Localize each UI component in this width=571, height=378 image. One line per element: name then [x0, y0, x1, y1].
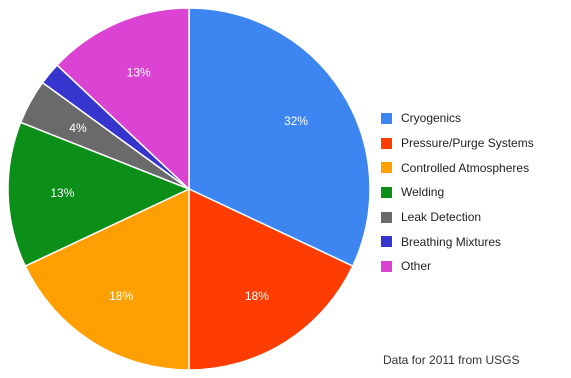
slice-value-label: 18% — [245, 289, 269, 303]
pie-slice-pressure-purge-systems — [188, 187, 354, 371]
legend-swatch — [381, 186, 392, 198]
legend-label: Breathing Mixtures — [401, 234, 502, 249]
legend-label: Pressure/Purge Systems — [401, 136, 534, 151]
legend-item-pressure-purge-systems: Pressure/Purge Systems — [381, 131, 534, 156]
legend-item-cryogenics: Cryogenics — [381, 106, 534, 131]
legend-label: Welding — [401, 185, 445, 200]
legend-item-breathing-mixtures: Breathing Mixtures — [381, 229, 534, 254]
legend-swatch — [381, 112, 392, 124]
pie-slice-controlled-atmospheres — [24, 187, 190, 371]
slice-value-label: 4% — [69, 121, 87, 135]
legend-swatch — [381, 162, 392, 174]
source-note: Data for 2011 from USGS — [383, 353, 520, 367]
legend-item-leak-detection: Leak Detection — [381, 205, 534, 230]
legend-swatch — [381, 236, 392, 248]
legend-label: Controlled Atmospheres — [401, 160, 530, 175]
legend-item-other: Other — [381, 254, 534, 279]
pie-slice-welding — [7, 121, 191, 268]
legend-label: Cryogenics — [401, 111, 462, 126]
slice-value-label: 13% — [50, 186, 74, 200]
legend-item-welding: Welding — [381, 180, 534, 205]
slice-value-label: 18% — [109, 289, 133, 303]
legend-swatch — [381, 211, 392, 223]
legend-swatch — [381, 137, 392, 149]
pie-slice-cryogenics — [188, 7, 371, 268]
slice-value-label: 32% — [284, 114, 308, 128]
legend-label: Other — [401, 259, 432, 274]
legend-swatch — [381, 260, 392, 272]
slice-value-label: 13% — [127, 66, 151, 80]
legend: Cryogenics Pressure/Purge Systems Contro… — [381, 106, 534, 279]
legend-item-controlled-atmospheres: Controlled Atmospheres — [381, 155, 534, 180]
legend-label: Leak Detection — [401, 210, 482, 225]
pie-slice-other — [55, 7, 190, 191]
